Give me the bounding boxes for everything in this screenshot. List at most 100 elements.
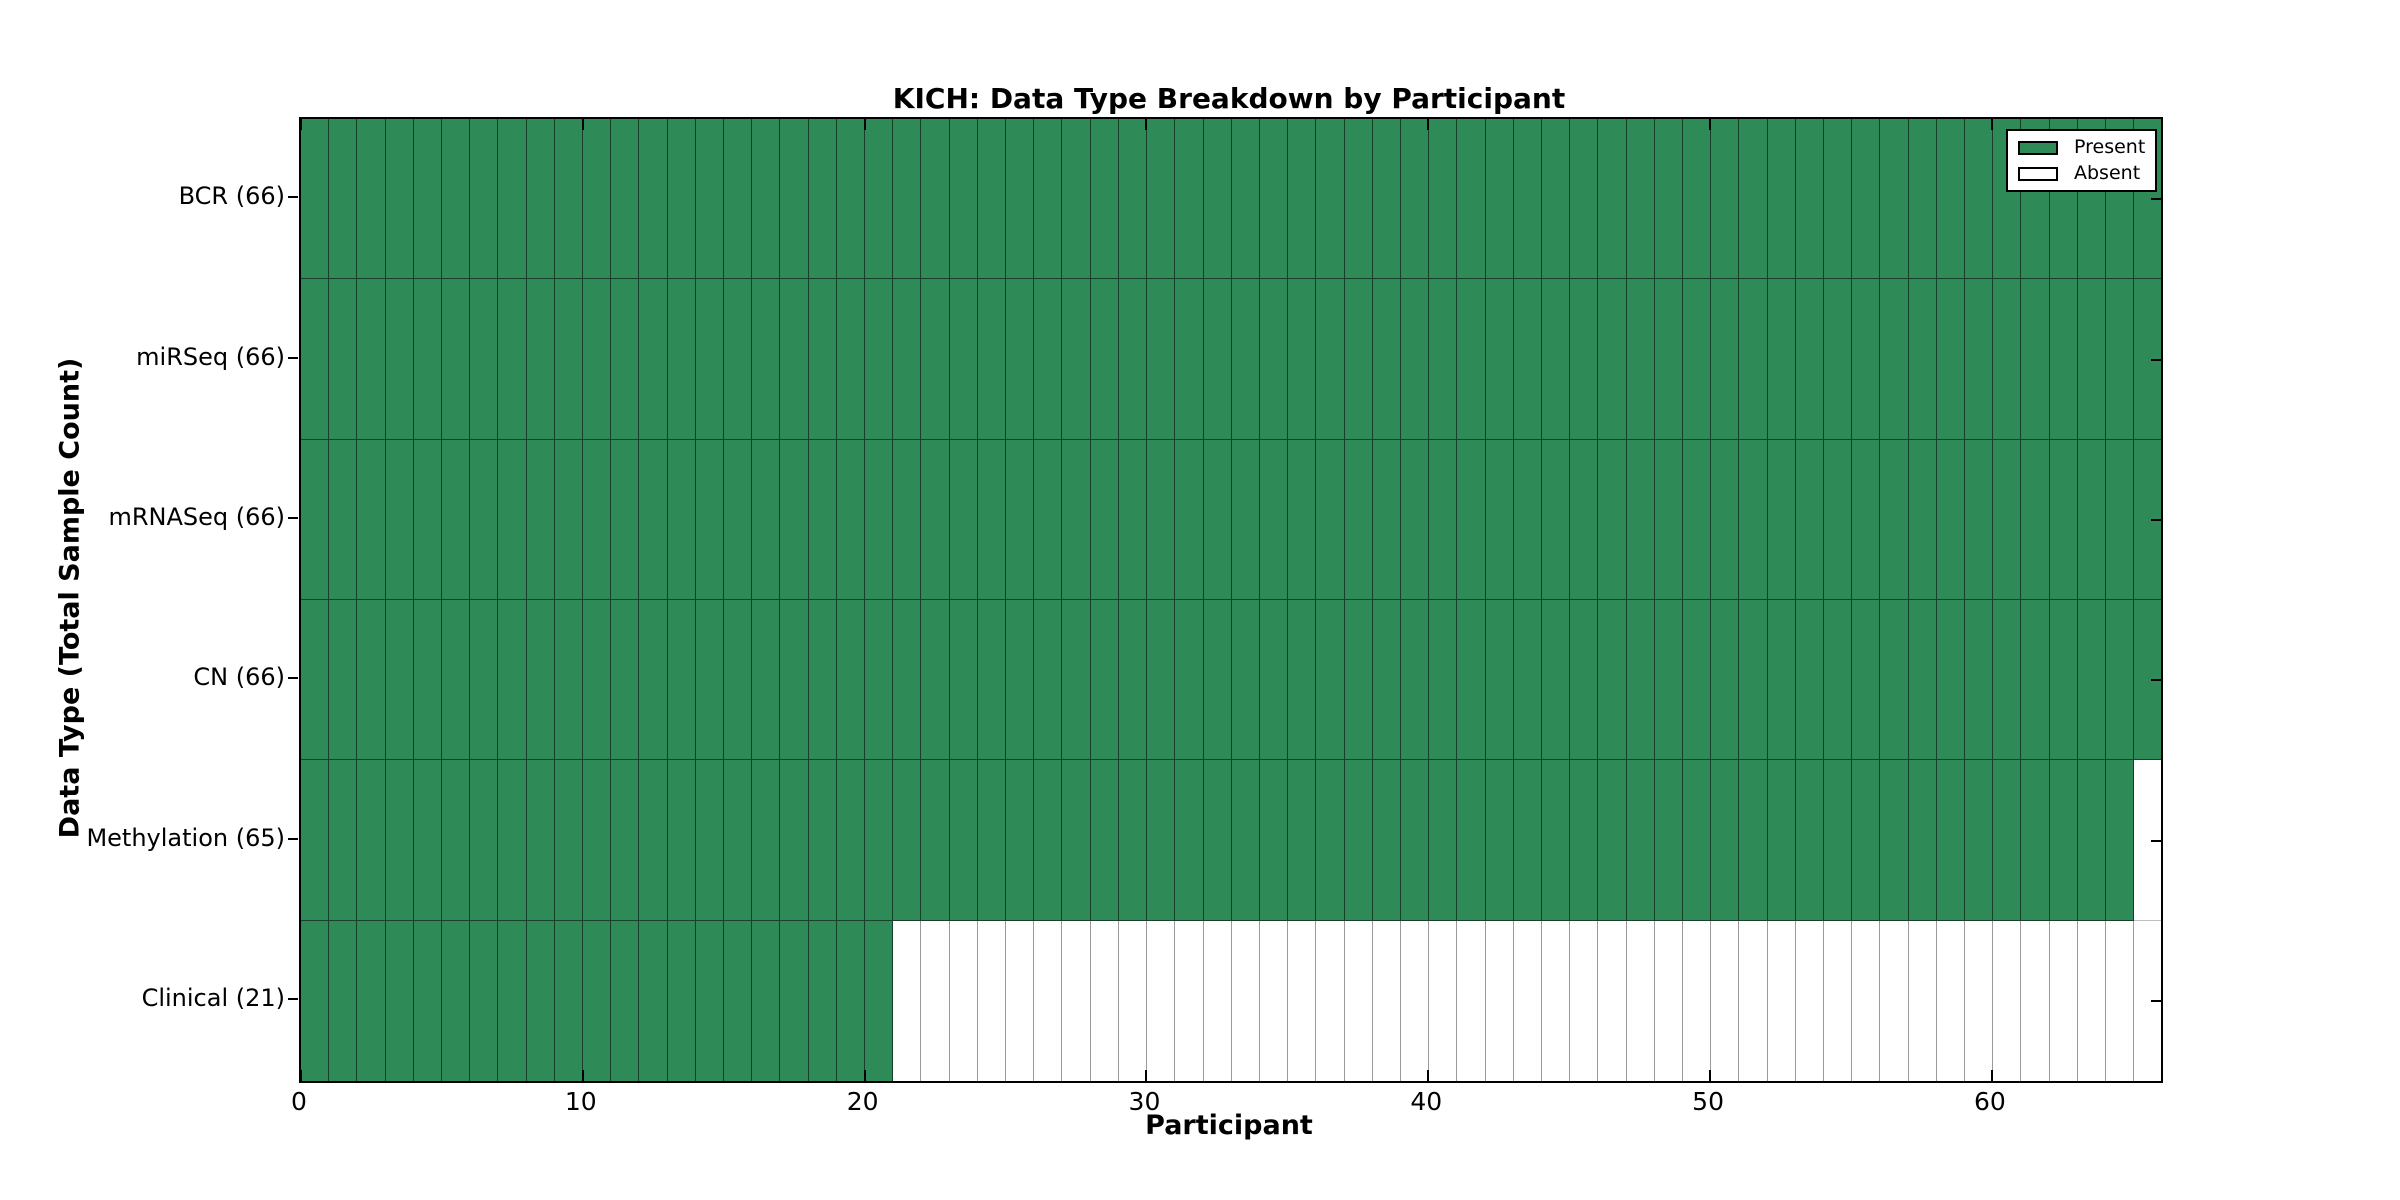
participant-cell: [1513, 920, 1542, 1081]
participant-cell: [1739, 920, 1768, 1081]
participant-cell: [413, 439, 443, 600]
legend: Present Absent: [2006, 129, 2158, 192]
x-tick-mark: [1145, 1070, 1148, 1081]
participant-cell: [301, 920, 330, 1081]
participant-cell: [470, 439, 499, 600]
participant-cell: [921, 760, 950, 921]
participant-cell: [977, 920, 1007, 1081]
participant-cell: [1654, 760, 1683, 921]
participant-cell: [1316, 279, 1345, 440]
participant-cell: [1767, 119, 1796, 280]
participant-cell: [413, 760, 443, 921]
participant-cell: [752, 599, 781, 761]
x-axis-label: Participant: [1145, 1110, 1313, 1141]
x-tick-label: 40: [1410, 1087, 1443, 1116]
y-tick-label: mRNASeq (66): [108, 502, 285, 531]
participant-cell: [1711, 119, 1740, 280]
participant-cell: [1570, 920, 1599, 1081]
participant-cell: [1062, 760, 1091, 921]
participant-cell: [1570, 599, 1599, 761]
participant-cell: [1485, 920, 1514, 1081]
participant-cell: [893, 279, 922, 440]
participant-cell: [977, 279, 1007, 440]
participant-cell: [1034, 119, 1063, 280]
participant-cell: [413, 920, 443, 1081]
participant-cell: [949, 760, 978, 921]
participant-cell: [752, 920, 781, 1081]
participant-cell: [583, 920, 612, 1081]
x-tick-mark: [1427, 1070, 1430, 1081]
absent-swatch-icon: [2018, 166, 2058, 181]
participant-cell: [1429, 119, 1458, 280]
participant-cell: [1682, 920, 1712, 1081]
x-tick-mark: [581, 1070, 584, 1081]
row-clinical: [301, 920, 2162, 1081]
participant-cell: [1711, 279, 1740, 440]
participant-cell: [442, 920, 471, 1081]
participant-cell: [724, 119, 753, 280]
participant-cell: [1259, 599, 1289, 761]
participant-cell: [470, 920, 499, 1081]
participant-cell: [583, 119, 612, 280]
participant-cell: [1485, 279, 1514, 440]
participant-cell: [1936, 119, 1965, 280]
participant-cell: [1034, 760, 1063, 921]
participant-cell: [949, 119, 978, 280]
y-tick-label: Clinical (21): [141, 983, 285, 1012]
participant-cell: [667, 920, 696, 1081]
participant-cell: [1118, 119, 1148, 280]
participant-cell: [1908, 439, 1937, 600]
participant-cell: [949, 599, 978, 761]
participant-cell: [1823, 760, 1853, 921]
participant-cell: [949, 439, 978, 600]
participant-cell: [1400, 599, 1430, 761]
participant-cell: [1513, 439, 1542, 600]
participant-cell: [639, 599, 668, 761]
participant-cell: [1316, 439, 1345, 600]
participant-cell: [1513, 760, 1542, 921]
participant-cell: [1682, 439, 1712, 600]
participant-cell: [498, 920, 527, 1081]
participant-cell: [1231, 279, 1260, 440]
participant-cell: [639, 920, 668, 1081]
participant-cell: [921, 279, 950, 440]
participant-cell: [1541, 279, 1571, 440]
participant-cell: [554, 599, 584, 761]
participant-cell: [1457, 439, 1486, 600]
participant-cell: [583, 760, 612, 921]
participant-cell: [611, 760, 640, 921]
participant-cell: [1429, 599, 1458, 761]
participant-cell: [2077, 760, 2106, 921]
participant-cell: [836, 439, 866, 600]
participant-cell: [865, 760, 894, 921]
participant-cell: [470, 599, 499, 761]
participant-cell: [667, 599, 696, 761]
participant-cell: [2049, 279, 2078, 440]
participant-cell: [1936, 599, 1965, 761]
participant-cell: [724, 279, 753, 440]
chart-title: KICH: Data Type Breakdown by Participant: [892, 82, 1566, 115]
participant-cell: [583, 599, 612, 761]
participant-cell: [1964, 119, 1994, 280]
participant-cell: [893, 599, 922, 761]
participant-cell: [1993, 760, 2022, 921]
participant-cell: [1739, 439, 1768, 600]
participant-cell: [1711, 599, 1740, 761]
participant-cell: [1626, 760, 1655, 921]
participant-cell: [1908, 279, 1937, 440]
participant-cell: [1795, 279, 1824, 440]
participant-cell: [1175, 599, 1204, 761]
participant-cell: [385, 119, 414, 280]
participant-cell: [1175, 439, 1204, 600]
participant-cell: [2106, 920, 2135, 1081]
participant-cell: [2077, 279, 2106, 440]
participant-cell: [1288, 760, 1317, 921]
participant-cell: [1400, 279, 1430, 440]
participant-cell: [1682, 279, 1712, 440]
participant-cell: [836, 599, 866, 761]
participant-cell: [1598, 760, 1627, 921]
legend-item-present: Present: [2018, 138, 2145, 157]
participant-cell: [1626, 279, 1655, 440]
participant-cell: [1034, 279, 1063, 440]
